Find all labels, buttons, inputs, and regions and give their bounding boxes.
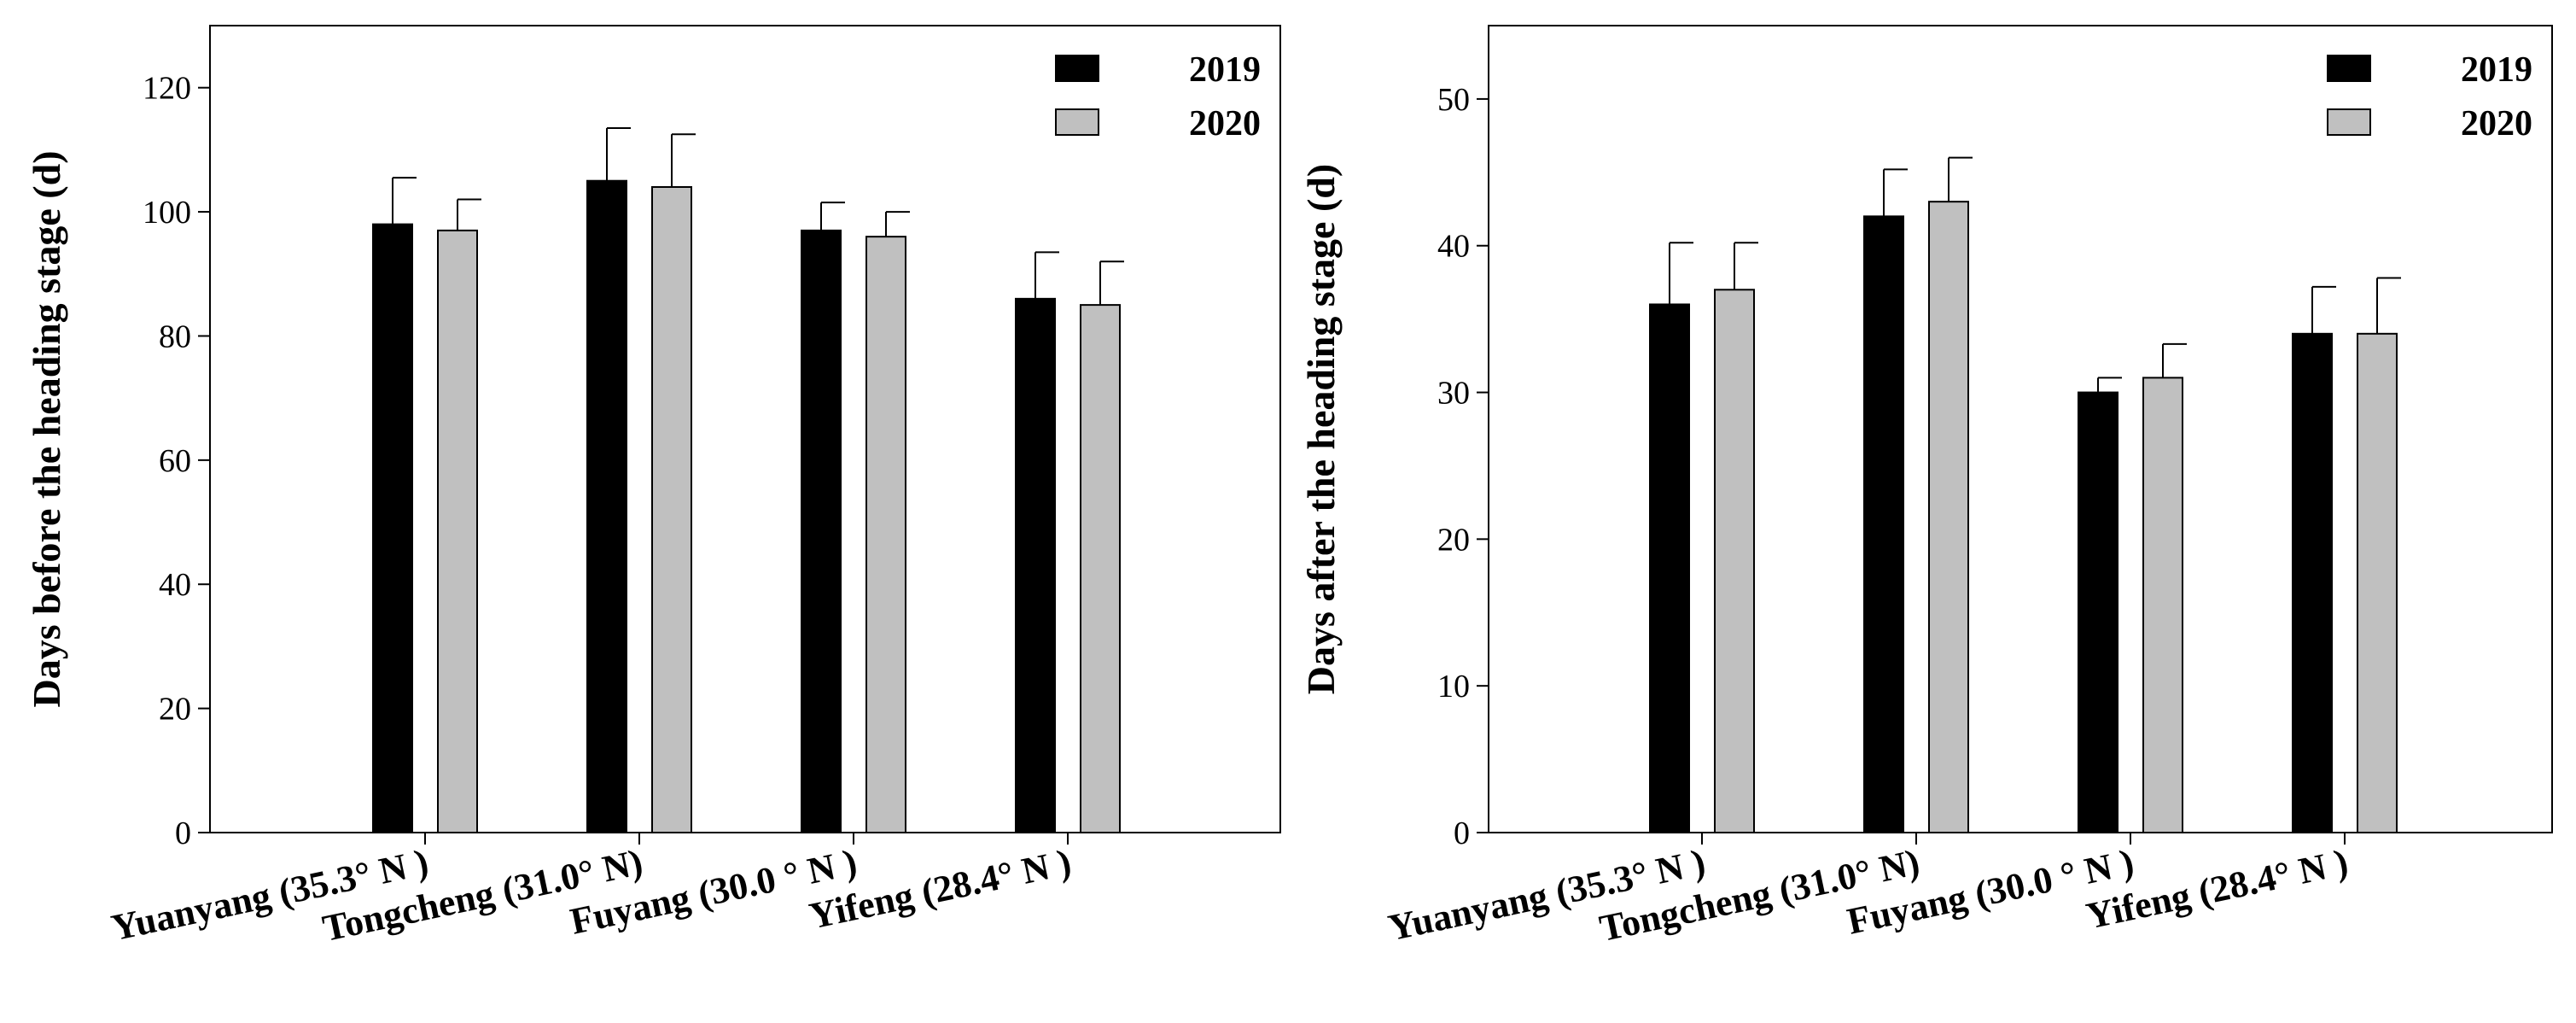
y-tick-label: 60	[159, 443, 191, 479]
y-tick-label: 120	[143, 71, 191, 107]
chart-panel-1: 0 20 40 60 80 100 120 Days before the heading s…	[25, 25, 1281, 950]
y-tick-label: 0	[175, 815, 191, 851]
y-tick-label: 50	[1437, 82, 1470, 118]
bar-2019-3	[801, 229, 842, 833]
bar-2020-3	[865, 236, 906, 833]
legend-swatch-2019	[2327, 55, 2371, 82]
y-tick-label: 20	[1437, 522, 1470, 558]
plot-frame	[1488, 25, 2553, 833]
y-tick-label: 40	[159, 567, 191, 603]
bar-2020-1	[1714, 289, 1755, 834]
y-axis-title: Days after the heading stage (d)	[1299, 164, 1343, 694]
y-axis-title: Days before the heading stage (d)	[25, 150, 68, 707]
y-tick-label: 30	[1437, 376, 1470, 412]
plot-frame	[209, 25, 1281, 833]
legend-swatch-2020	[1055, 108, 1099, 136]
y-tick-label: 80	[159, 319, 191, 354]
bar-2019-3	[2078, 391, 2118, 833]
y-tick-label: 40	[1437, 229, 1470, 265]
legend-label-2020: 2020	[1189, 104, 1261, 143]
bar-2020-1	[437, 229, 478, 833]
bar-2019-1	[1649, 303, 1690, 834]
y-tick-label: 10	[1437, 669, 1470, 704]
legend-label-2019: 2019	[2461, 50, 2532, 90]
chart-panel-2: 0 10 20 30 40 50 Days after the heading stage …	[1299, 25, 2553, 950]
bar-2019-2	[586, 179, 627, 833]
legend-swatch-2020	[2327, 108, 2371, 136]
bar-2019-4	[1015, 297, 1056, 834]
bar-2019-2	[1863, 215, 1904, 833]
bar-2020-2	[651, 186, 692, 833]
y-tick-label: 0	[1454, 815, 1470, 851]
y-tick-label: 100	[143, 195, 191, 231]
legend-swatch-2019	[1055, 55, 1099, 82]
bar-2019-4	[2292, 332, 2333, 833]
bar-2020-4	[2357, 332, 2398, 833]
y-tick-label: 20	[159, 692, 191, 728]
legend-label-2020: 2020	[2461, 104, 2532, 143]
legend-label-2019: 2019	[1189, 50, 1261, 90]
bar-2020-2	[1928, 201, 1969, 833]
bar-2020-4	[1080, 304, 1121, 834]
bar-2019-1	[372, 223, 413, 834]
bar-2020-3	[2142, 377, 2183, 833]
